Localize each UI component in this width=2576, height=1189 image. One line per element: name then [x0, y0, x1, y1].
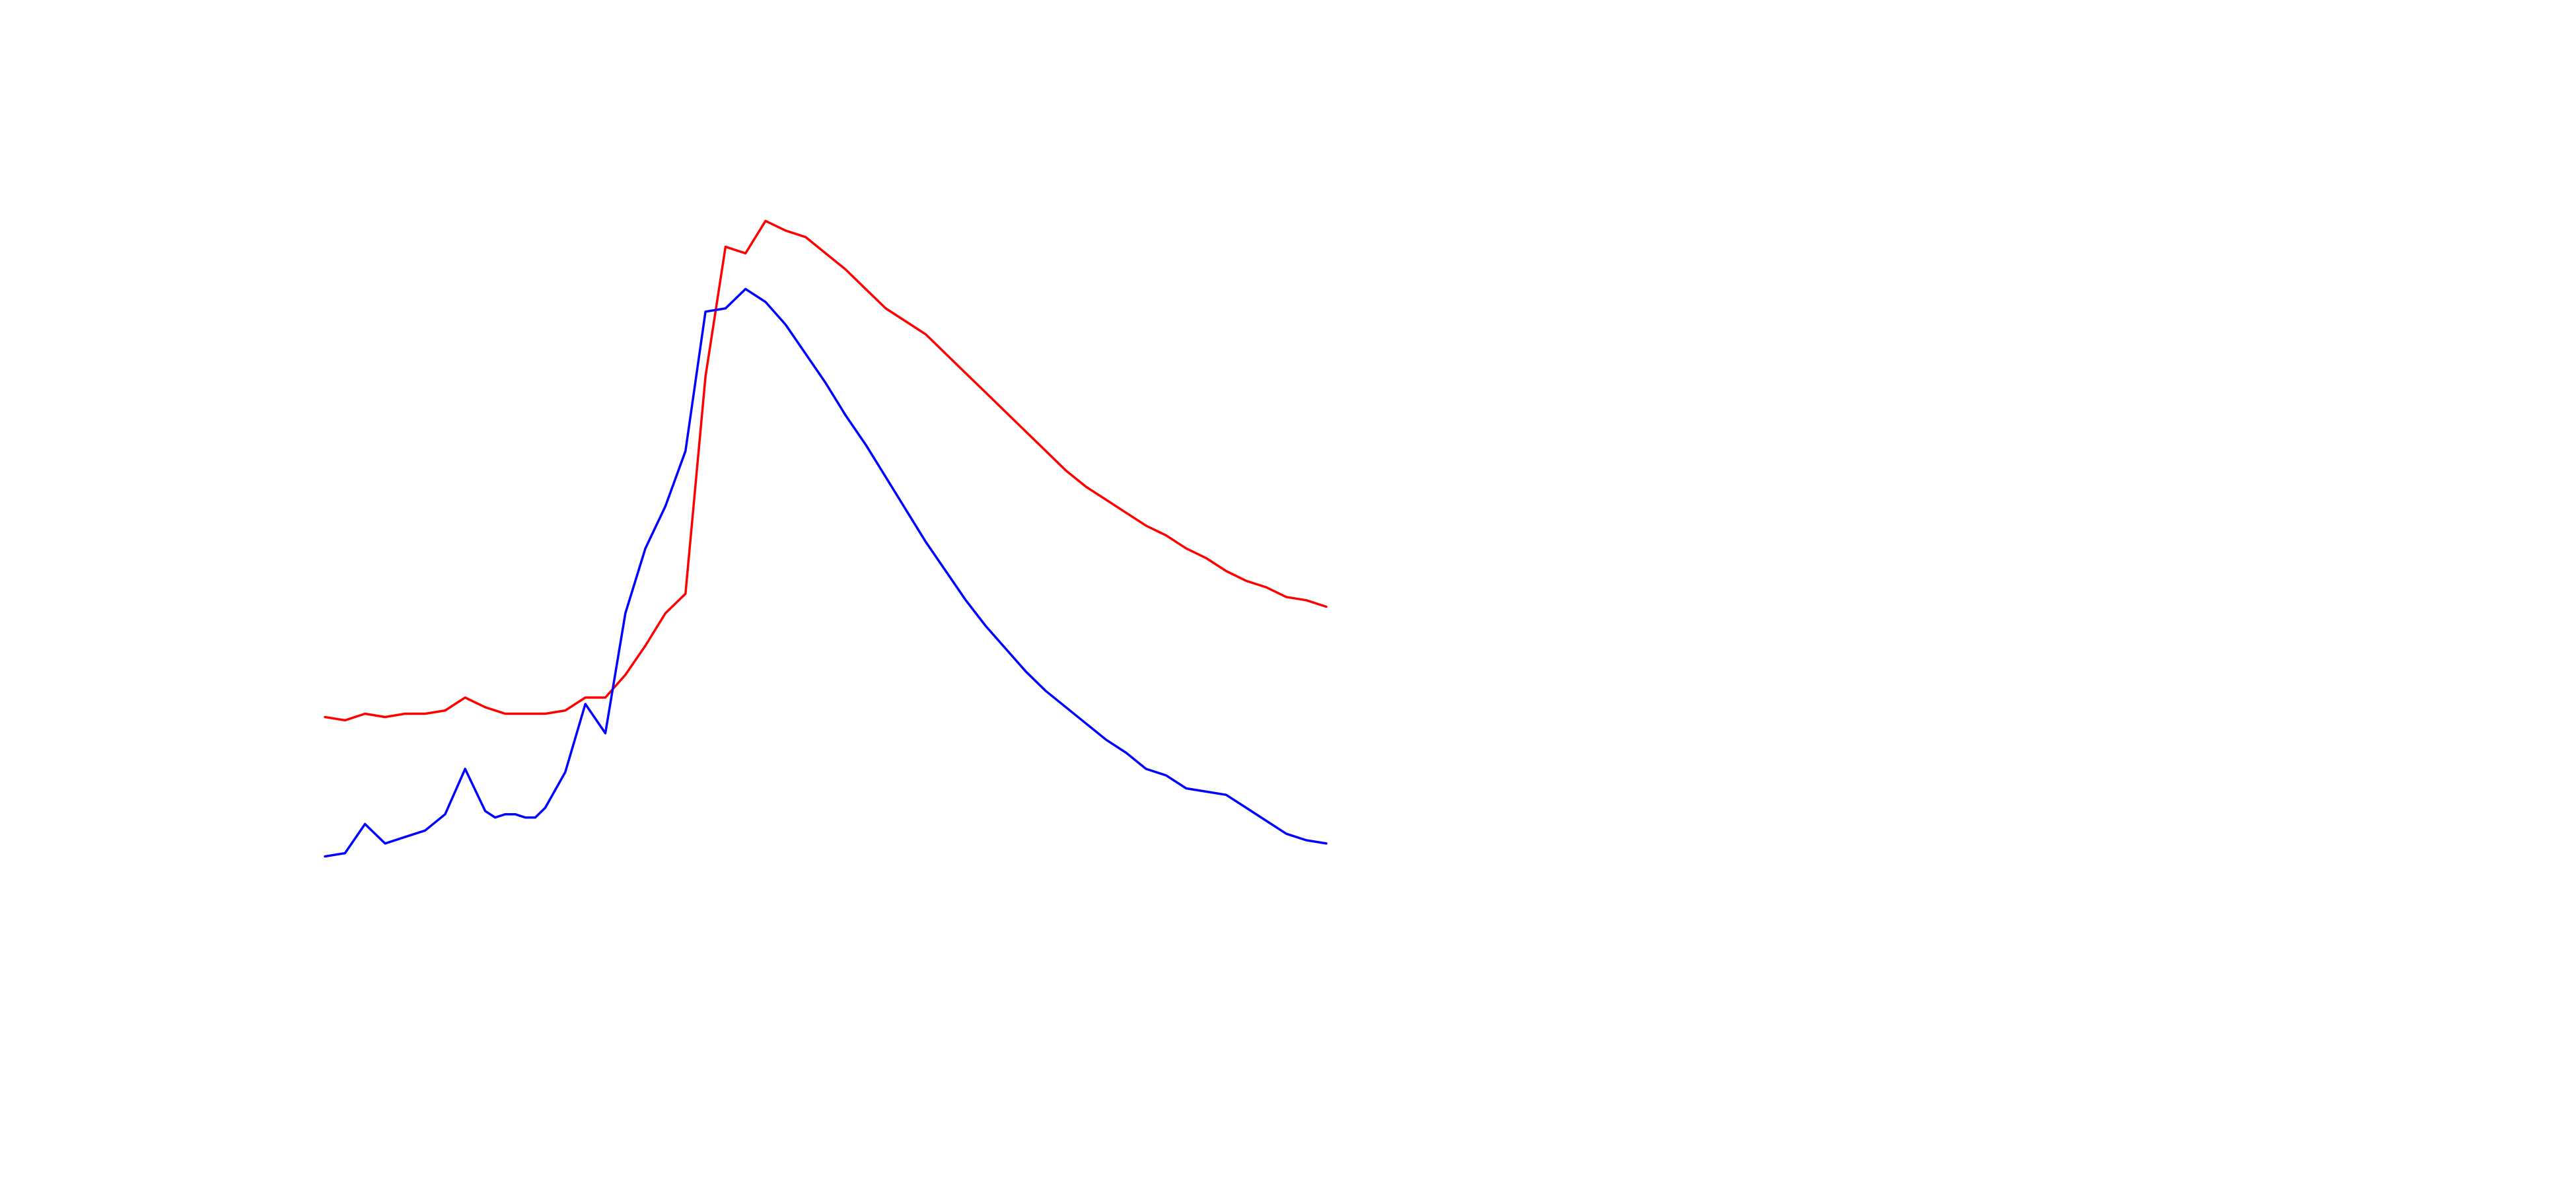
series-line-1 [324, 219, 1328, 722]
series-layer [324, 219, 1328, 858]
series-line-2 [324, 287, 1328, 858]
